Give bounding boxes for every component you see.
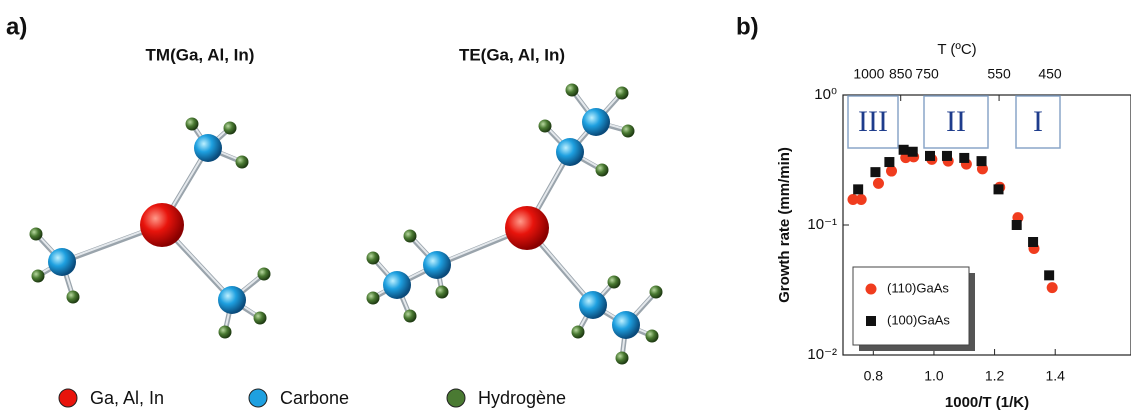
x2-tick-label: 750	[915, 66, 939, 82]
x2-axis-title: T (ºC)	[937, 41, 976, 58]
atom	[383, 271, 411, 299]
point	[870, 167, 881, 178]
molecule-title: TM(Ga, Al, In)	[146, 45, 255, 64]
point	[925, 150, 936, 161]
atom	[403, 229, 417, 243]
atom	[235, 155, 249, 169]
point	[1011, 220, 1022, 230]
atom-legend: Ga, Al, In Carbone Hydrogène	[58, 388, 566, 408]
plot: 0.8 1.0 1.2 1.4 1000 850 750 550 450 10⁰ 10⁻¹ 10⁻² 1…	[776, 41, 1065, 411]
legend-label: Hydrogène	[478, 388, 566, 408]
legend-swatch	[866, 316, 876, 326]
atom	[565, 83, 579, 97]
region-box	[847, 95, 899, 149]
atom	[194, 134, 222, 162]
atom	[140, 203, 184, 247]
atom	[645, 329, 659, 343]
legend-swatch	[248, 388, 268, 408]
point	[993, 184, 1004, 195]
legend-label: Ga, Al, In	[90, 388, 164, 408]
atom	[615, 86, 629, 100]
point	[976, 156, 987, 167]
atom	[579, 291, 607, 319]
atom	[257, 267, 271, 281]
atom	[423, 251, 451, 279]
y-axis-title: Growth rate (mm/min)	[776, 147, 793, 303]
x-axis-title: 1000/T (1/K)	[945, 394, 1029, 411]
atom	[253, 311, 267, 325]
atom	[218, 325, 232, 339]
point	[847, 194, 859, 206]
point	[853, 184, 864, 195]
atom	[185, 117, 199, 131]
atom	[403, 309, 417, 323]
legend-swatch	[58, 388, 78, 408]
x2-tick-label: 1000	[853, 66, 884, 82]
atom	[29, 227, 43, 241]
x2-tick-label: 450	[1038, 66, 1062, 82]
atom	[66, 290, 80, 304]
y-tick-label: 10⁰	[814, 86, 837, 103]
atom	[505, 206, 549, 250]
point	[898, 144, 909, 155]
point	[976, 163, 988, 175]
atom	[366, 291, 380, 305]
atom	[615, 351, 629, 365]
x2-tick-label: 850	[889, 66, 913, 82]
point	[1044, 270, 1055, 281]
atom	[223, 121, 237, 135]
legend-swatch	[446, 388, 466, 408]
panel-label: a)	[6, 13, 27, 40]
x-tick-label: 1.0	[924, 368, 944, 384]
atom	[538, 119, 552, 133]
point	[884, 157, 895, 168]
region-label: III	[858, 105, 888, 138]
point	[872, 177, 884, 189]
x2-tick-label: 550	[987, 66, 1011, 82]
region-box	[1015, 95, 1061, 149]
legend-label: (100)GaAs	[887, 312, 950, 327]
legend-label: Carbone	[280, 388, 349, 408]
atom	[582, 108, 610, 136]
region-label: I	[1033, 105, 1043, 138]
point	[1046, 282, 1058, 294]
atom	[435, 285, 449, 299]
atom	[649, 285, 663, 299]
point	[886, 165, 898, 177]
x-tick-label: 0.8	[864, 368, 884, 384]
molecules	[29, 83, 663, 365]
point	[855, 194, 867, 206]
legend-box	[852, 266, 970, 346]
atom	[31, 269, 45, 283]
atom	[612, 311, 640, 339]
x-tick-label: 1.4	[1045, 368, 1065, 384]
atom	[621, 124, 635, 138]
y-tick-label: 10⁻²	[807, 346, 837, 363]
atom	[571, 325, 585, 339]
atom	[607, 275, 621, 289]
region-label: II	[946, 105, 966, 138]
legend-label: (110)GaAs	[887, 280, 949, 295]
point	[959, 152, 970, 163]
atom	[595, 163, 609, 177]
atom	[218, 286, 246, 314]
legend-swatch	[865, 283, 877, 295]
atom	[48, 248, 76, 276]
atom	[366, 251, 380, 265]
y-tick-label: 10⁻¹	[807, 216, 837, 233]
region-box	[923, 95, 989, 149]
point	[941, 150, 952, 161]
molecule-title: TE(Ga, Al, In)	[459, 45, 565, 64]
atom	[556, 138, 584, 166]
point	[1028, 236, 1039, 247]
panel-label: b)	[736, 13, 759, 40]
point	[907, 146, 918, 157]
x-tick-label: 1.2	[985, 368, 1005, 384]
